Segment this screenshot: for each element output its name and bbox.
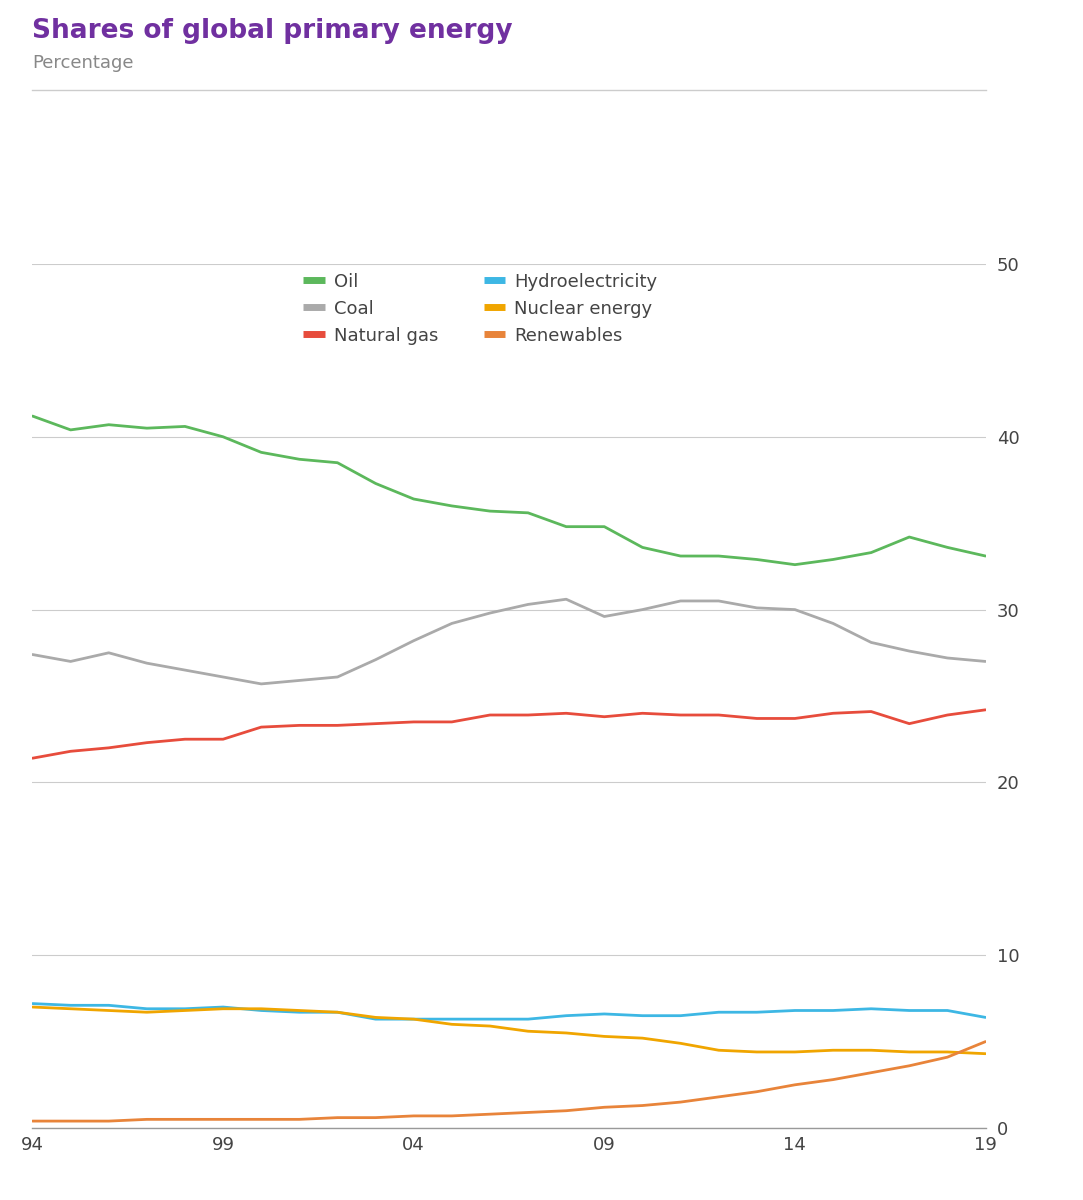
Legend: Oil, Coal, Natural gas, Hydroelectricity, Nuclear energy, Renewables: Oil, Coal, Natural gas, Hydroelectricity… [303,274,657,346]
Text: Shares of global primary energy: Shares of global primary energy [32,18,513,44]
Text: Percentage: Percentage [32,54,134,72]
